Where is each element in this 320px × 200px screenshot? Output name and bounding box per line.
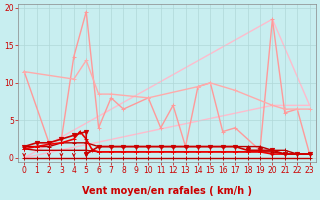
X-axis label: Vent moyen/en rafales ( km/h ): Vent moyen/en rafales ( km/h ) xyxy=(82,186,252,196)
